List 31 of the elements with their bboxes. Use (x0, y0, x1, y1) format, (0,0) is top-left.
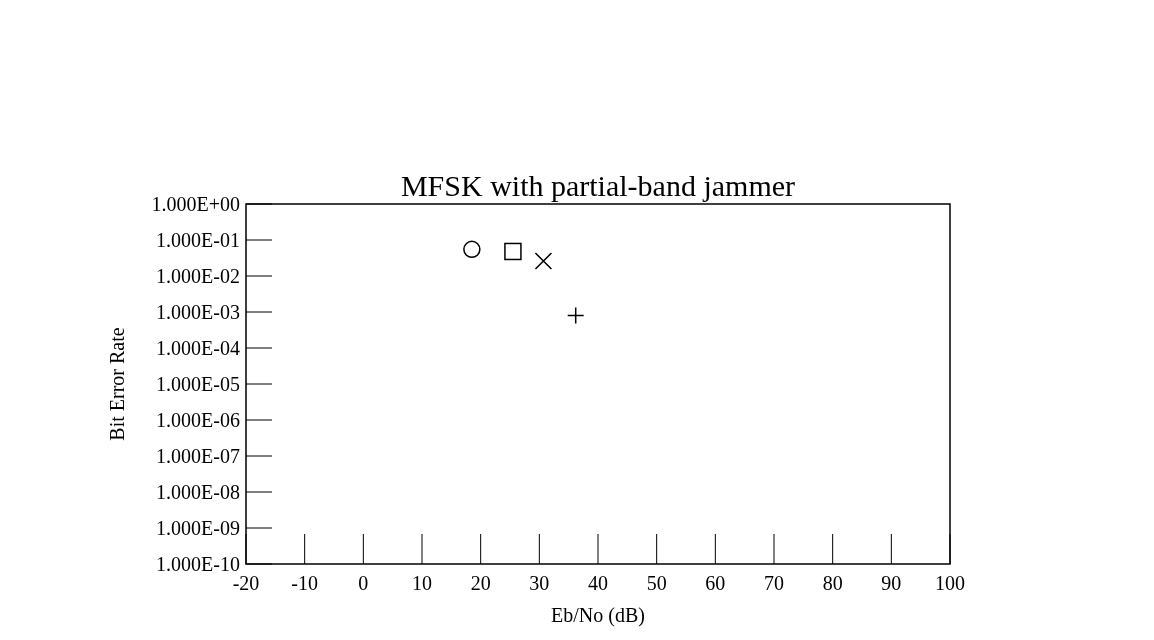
x-tick-label: 20 (470, 572, 491, 594)
y-tick-label: 1.000E-03 (156, 301, 240, 323)
y-tick-label: 1.000E-06 (156, 409, 240, 431)
point (534, 252, 553, 270)
x-tick-label: -20 (232, 572, 260, 594)
x-tick-label: 90 (881, 572, 902, 594)
point (566, 306, 585, 325)
y-tick-label: 1.000E-04 (156, 337, 240, 359)
x-tick-label: 50 (646, 572, 667, 594)
y-tick-label: 1.000E-08 (156, 481, 240, 503)
y-tick-label: 1.000E-07 (156, 445, 240, 467)
x-tick-label: 60 (705, 572, 726, 594)
x-tick-label: 30 (529, 572, 550, 594)
chart-title: MFSK with partial-band jammer (400, 169, 796, 202)
y-tick-label: 1.000E-02 (156, 265, 240, 287)
y-tick-label: 1.000E-05 (156, 373, 240, 395)
x-tick-label: 40 (588, 572, 608, 594)
point (504, 242, 522, 261)
y-tick-label: 1.000E-09 (156, 517, 240, 539)
point (463, 240, 481, 259)
x-axis-title: Eb/No (dB) (551, 604, 645, 627)
x-tick-label: 0 (358, 572, 369, 594)
x-tick-label: 100 (935, 572, 965, 594)
y-tick-label: 1.000E-01 (156, 229, 240, 251)
y-axis-title: Bit Error Rate (106, 327, 128, 441)
y-tick-label: 1.000E+00 (151, 193, 240, 215)
x-tick-label: 80 (822, 572, 843, 594)
x-tick-label: 10 (412, 572, 432, 594)
x-tick-label: 70 (764, 572, 784, 594)
x-tick-label: -10 (291, 572, 318, 594)
y-tick-label: 1.000E-10 (156, 553, 240, 575)
